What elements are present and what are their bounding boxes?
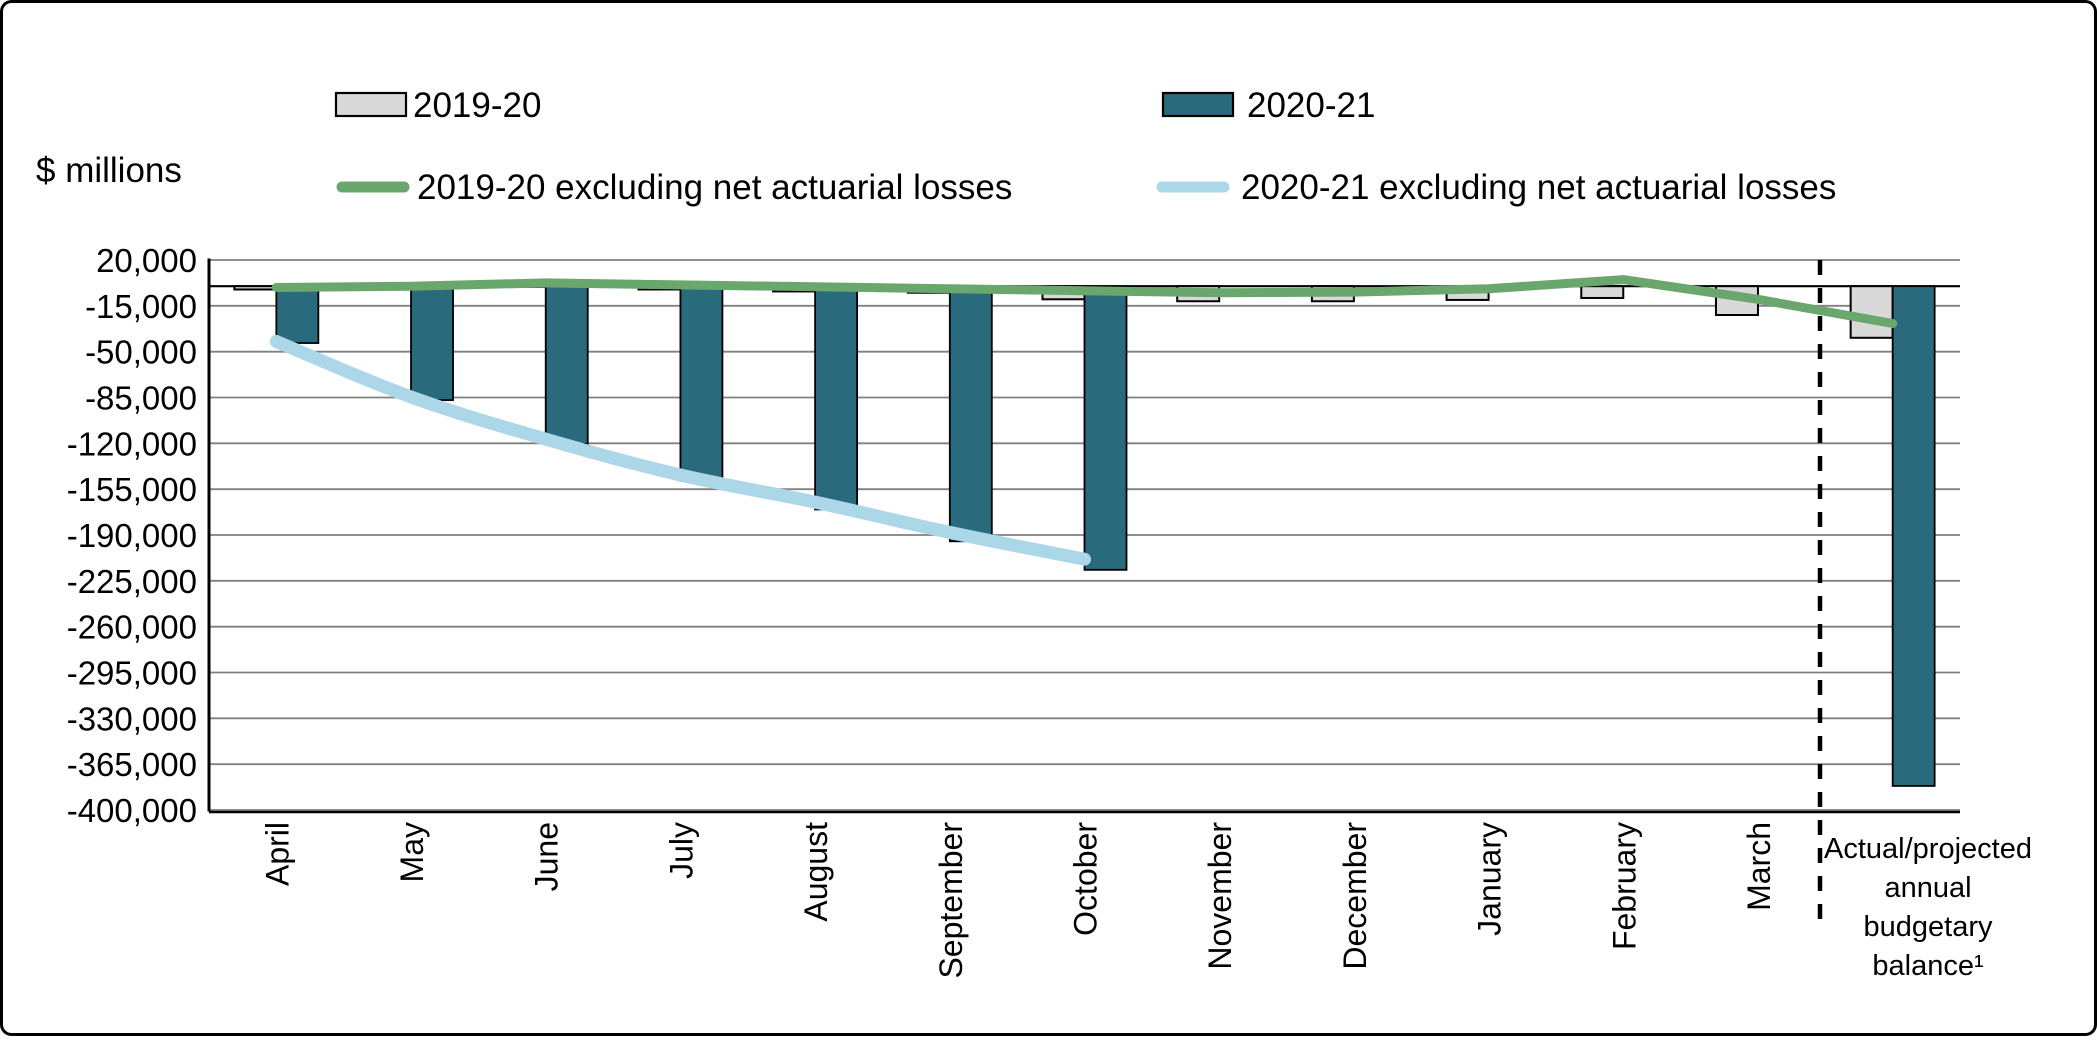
bar-2020-21-april bbox=[275, 285, 320, 344]
bar-2019-20-february bbox=[1580, 285, 1625, 299]
legend-label: 2019-20 excluding net actuarial losses bbox=[417, 168, 1012, 207]
bar-2020-21-july bbox=[679, 285, 724, 482]
final-label-line: budgetary bbox=[1864, 911, 1993, 943]
y-tick-label: -330,000 bbox=[67, 700, 197, 737]
legend-swatch-2019-20 bbox=[334, 91, 408, 118]
x-label-september: September bbox=[933, 822, 969, 979]
x-label-july: July bbox=[663, 822, 699, 879]
line-series bbox=[269, 275, 1898, 566]
bar-2020-21-september bbox=[948, 285, 993, 543]
x-label-november: November bbox=[1202, 822, 1238, 970]
y-tick-label: 20,000 bbox=[96, 242, 197, 279]
y-tick-label: -225,000 bbox=[67, 563, 197, 600]
final-label-line: Actual/projected bbox=[1824, 833, 2032, 865]
y-tick-label: -365,000 bbox=[67, 746, 197, 783]
bar-2019-20-april bbox=[233, 285, 278, 291]
x-label-august: August bbox=[798, 822, 834, 922]
bar-2020-21-june bbox=[544, 285, 589, 445]
y-axis-title: $ millions bbox=[36, 151, 182, 190]
line-2020-21-excluding-net-actuarial-losses bbox=[269, 334, 1091, 566]
y-tick-label: -85,000 bbox=[85, 379, 197, 416]
y-tick-label: -155,000 bbox=[67, 471, 197, 508]
final-label-line: annual bbox=[1884, 872, 1971, 904]
y-tick-label: -260,000 bbox=[67, 609, 197, 646]
bar-2020-21-actual/projected bbox=[1891, 285, 1936, 787]
x-label-october: October bbox=[1068, 822, 1104, 936]
x-label-april: April bbox=[259, 822, 295, 886]
legend-label: 2020-21 excluding net actuarial losses bbox=[1241, 168, 1836, 207]
y-tick-label: -50,000 bbox=[85, 334, 197, 371]
x-label-june: June bbox=[529, 822, 565, 891]
y-tick-label: -120,000 bbox=[67, 425, 197, 462]
y-tick-label: -295,000 bbox=[67, 654, 197, 691]
legend-label: 2019-20 bbox=[413, 86, 541, 125]
chart-legend: 2019-20 2020-21 2019-20 excluding net actu… bbox=[334, 86, 1836, 207]
x-label-january: January bbox=[1472, 822, 1508, 936]
x-label-february: February bbox=[1606, 822, 1642, 950]
legend-swatch-2020-21 bbox=[1161, 91, 1235, 118]
x-label-march: March bbox=[1741, 822, 1777, 911]
x-label-may: May bbox=[394, 822, 430, 882]
bar-series bbox=[233, 285, 1936, 787]
bar-2020-21-may bbox=[410, 285, 454, 402]
bar-2020-21-october bbox=[1083, 285, 1128, 571]
x-axis-category-labels: April May June July August September October No… bbox=[259, 822, 2032, 982]
x-label-actual-projected-annual-budgetary-balance: Actual/projected annual budgetary balance¹ bbox=[1824, 833, 2032, 982]
y-tick-label: -400,000 bbox=[67, 792, 197, 829]
y-tick-label: -190,000 bbox=[67, 517, 197, 554]
final-label-line: balance¹ bbox=[1872, 950, 1984, 982]
line-2019-20-excluding-net-actuarial-losses bbox=[271, 275, 1898, 328]
legend-label: 2020-21 bbox=[1247, 86, 1375, 125]
bar-2019-20-actual/projected bbox=[1849, 285, 1894, 339]
x-label-december: December bbox=[1337, 822, 1373, 970]
y-tick-label: -15,000 bbox=[85, 288, 197, 325]
bar-2020-21-august bbox=[814, 285, 859, 511]
y-axis-tick-labels: 20,000 -15,000 -50,000 -85,000 -120,000 -155,… bbox=[67, 242, 197, 829]
